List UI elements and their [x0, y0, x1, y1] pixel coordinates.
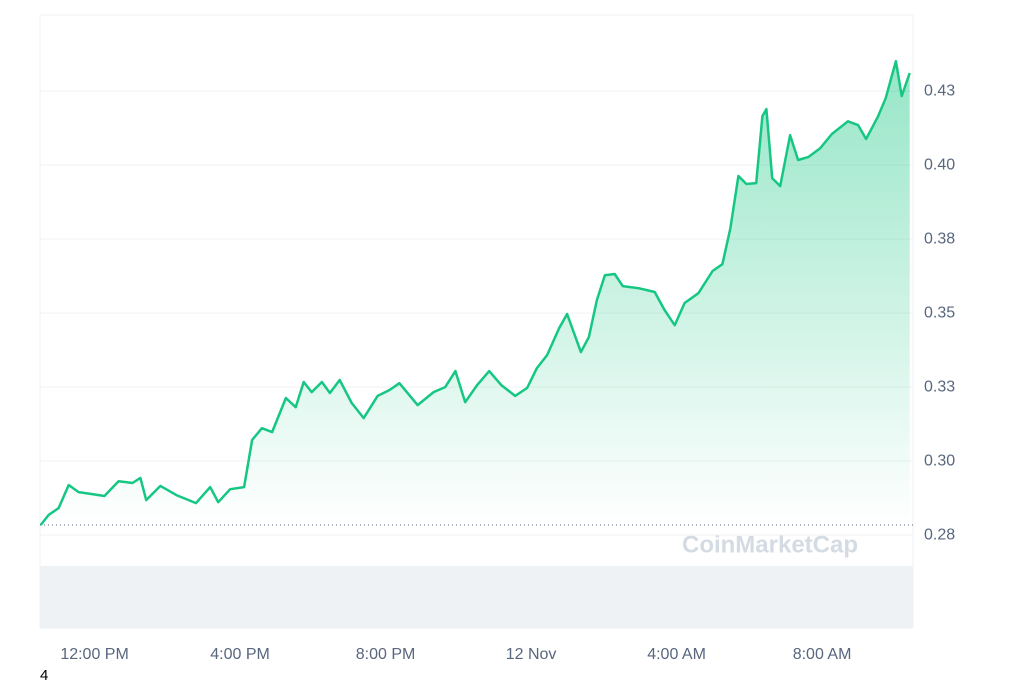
x-tick-label: 4:00 AM: [647, 646, 706, 663]
y-tick-label: 0.33: [924, 378, 955, 395]
x-tick-label: 4:00 PM: [210, 646, 270, 663]
price-line: [39, 59, 911, 526]
x-tick-label: 8:00 AM: [793, 646, 852, 663]
y-tick-label: 0.28: [924, 526, 955, 543]
x-tick-label: 12 Nov: [506, 646, 557, 663]
footnote: 4: [40, 667, 48, 683]
x-tick-label: 8:00 PM: [356, 646, 416, 663]
y-tick-label: 0.30: [924, 452, 955, 469]
y-tick-label: 0.35: [924, 304, 955, 321]
y-tick-label: 0.40: [924, 156, 955, 173]
y-tick-label: 0.43: [924, 82, 955, 99]
area-fill: [40, 61, 910, 525]
x-tick-label: 12:00 PM: [60, 646, 128, 663]
y-tick-label: 0.38: [924, 230, 955, 247]
volume-area: [40, 566, 913, 628]
watermark: CoinMarketCap: [682, 531, 858, 558]
